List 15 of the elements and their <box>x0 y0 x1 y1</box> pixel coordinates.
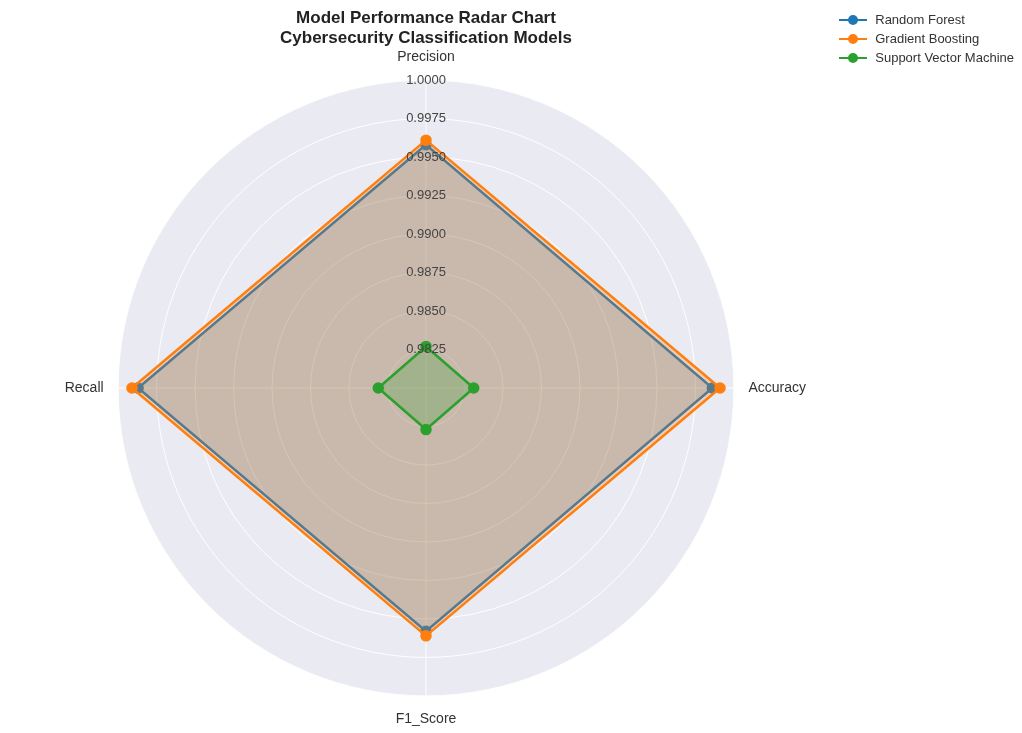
y-tick-label: 1.0000 <box>406 71 446 87</box>
y-tick-label: 0.9925 <box>406 187 446 203</box>
chart-title: Model Performance Radar Chart <box>296 7 557 27</box>
y-tick-label: 0.9875 <box>406 264 446 280</box>
y-tick-label: 0.9900 <box>406 225 446 241</box>
text: Cybersecurity Classification Models <box>280 28 572 48</box>
legend-label: Gradient Boosting <box>875 31 980 46</box>
spoke-label: F1_Score <box>395 709 457 726</box>
spoke-label: Accuracy <box>748 378 806 395</box>
spoke-label: Precision <box>397 48 455 65</box>
legend-label: Random Forest <box>875 12 965 27</box>
y-tick-label: 0.9975 <box>406 110 446 126</box>
legend-label: Support Vector Machine <box>875 50 1014 65</box>
y-tick-label: 0.9850 <box>406 302 446 318</box>
spoke-label: Recall <box>64 378 104 395</box>
